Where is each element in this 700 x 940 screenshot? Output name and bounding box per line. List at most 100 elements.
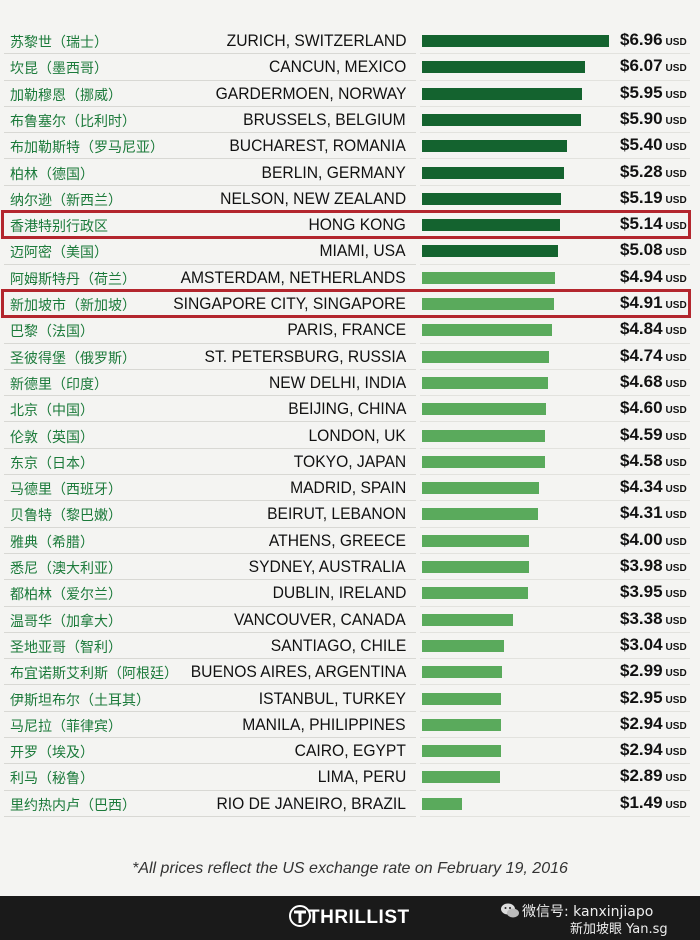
- wechat-icon: [501, 903, 519, 918]
- currency-suffix: USD: [665, 378, 687, 390]
- currency-suffix: USD: [665, 115, 687, 127]
- city-name-chinese: 新德里（印度）: [10, 376, 108, 393]
- city-name-chinese: 开罗（埃及）: [10, 745, 94, 762]
- city-name: HONG KONG: [308, 215, 406, 235]
- footer-bar: THRILLIST 微信号: kanxinjiapo 新加坡眼 Yan.sg: [0, 896, 700, 940]
- price-label: $5.90 USD: [620, 109, 687, 129]
- price-value: $4.00: [620, 529, 663, 549]
- brand-name: THRILLIST: [308, 907, 410, 928]
- row-divider: [420, 53, 690, 55]
- price-label: $2.99 USD: [620, 661, 687, 681]
- currency-suffix: USD: [665, 89, 687, 101]
- price-label: $4.60 USD: [620, 398, 687, 418]
- chart-row: 布加勒斯特（罗马尼亚） BUCHAREST, ROMANIA $5.40 USD: [0, 133, 700, 160]
- currency-suffix: USD: [665, 326, 687, 338]
- thrillist-t-logo-icon: [289, 905, 311, 927]
- city-name: VANCOUVER, CANADA: [234, 609, 406, 629]
- price-value: $5.14: [620, 214, 663, 234]
- price-label: $4.84 USD: [620, 319, 687, 339]
- chart-row: 阿姆斯特丹（荷兰） AMSTERDAM, NETHERLANDS $4.94 USD: [0, 265, 700, 291]
- chart-row: 马尼拉（菲律宾） MANILA, PHILIPPINES $2.94 USD: [0, 712, 700, 739]
- price-label: $4.00 USD: [620, 530, 687, 550]
- price-label: $5.14 USD: [620, 214, 687, 234]
- currency-suffix: USD: [665, 457, 687, 469]
- price-label: $4.68 USD: [620, 372, 687, 392]
- price-value: $3.95: [620, 582, 663, 602]
- row-divider: [420, 815, 690, 817]
- chart-row: 温哥华（加拿大） VANCOUVER, CANADA $3.38 USD: [0, 607, 700, 633]
- price-bar: [422, 508, 538, 521]
- city-name: BRUSSELS, BELGIUM: [243, 109, 406, 129]
- currency-suffix: USD: [665, 510, 687, 522]
- city-name-chinese: 迈阿密（美国）: [10, 245, 108, 262]
- price-label: $2.89 USD: [620, 766, 687, 786]
- price-bar: [422, 797, 463, 810]
- city-name: ZURICH, SWITZERLAND: [226, 31, 406, 50]
- price-bar: [422, 192, 562, 205]
- chart-row: 苏黎世（瑞士） ZURICH, SWITZERLAND $6.96 USD: [0, 28, 700, 55]
- city-name: BUCHAREST, ROMANIA: [229, 136, 406, 156]
- city-name-chinese: 温哥华（加拿大）: [10, 613, 122, 630]
- price-value: $6.96: [620, 30, 663, 49]
- price-value: $3.98: [620, 556, 663, 575]
- price-value: $4.34: [620, 477, 663, 497]
- currency-suffix: USD: [665, 668, 687, 680]
- city-name: LIMA, PERU: [317, 767, 406, 787]
- price-value: $4.58: [620, 450, 663, 470]
- city-name-chinese: 东京（日本）: [10, 455, 94, 472]
- row-divider: [420, 763, 690, 765]
- price-label: $5.19 USD: [620, 188, 687, 208]
- row-divider: [4, 552, 416, 554]
- currency-suffix: USD: [665, 589, 687, 601]
- price-bar-chart: 苏黎世（瑞士） ZURICH, SWITZERLAND $6.96 USD 坎昆（墨西哥…: [0, 28, 700, 828]
- city-name-chinese: 苏黎世（瑞士）: [10, 35, 108, 51]
- row-divider: [4, 789, 416, 791]
- city-name-chinese: 马尼拉（菲律宾）: [10, 718, 122, 735]
- price-bar: [422, 166, 564, 179]
- price-bar: [422, 534, 530, 547]
- chart-row: 都柏林（爱尔兰） DUBLIN, IRELAND $3.95 USD: [0, 580, 700, 607]
- price-bar: [422, 613, 513, 626]
- chart-row: 圣彼得堡（俄罗斯） ST. PETERSBURG, RUSSIA $4.74 USD: [0, 344, 700, 370]
- currency-suffix: USD: [665, 773, 687, 785]
- city-name: CAIRO, EGYPT: [294, 741, 406, 761]
- currency-suffix: USD: [665, 615, 687, 627]
- price-bar: [422, 692, 502, 705]
- chart-row: 里约热内卢（巴西） RIO DE JANEIRO, BRAZIL $1.49 USD: [0, 791, 700, 817]
- row-divider: [4, 579, 416, 581]
- city-name-chinese: 北京（中国）: [10, 403, 94, 420]
- city-name-chinese: 布宜诺斯艾利斯（阿根廷）: [10, 666, 178, 683]
- highlight-box: [1, 289, 691, 318]
- city-name: AMSTERDAM, NETHERLANDS: [180, 267, 406, 287]
- city-name-chinese: 圣彼得堡（俄罗斯）: [10, 350, 136, 367]
- city-name-chinese: 柏林（德国）: [10, 166, 94, 183]
- row-divider: [420, 552, 690, 554]
- row-divider: [420, 789, 690, 791]
- price-bar: [422, 455, 546, 468]
- currency-suffix: USD: [665, 247, 687, 259]
- currency-suffix: USD: [665, 37, 687, 48]
- wechat-account-name: 新加坡眼 Yan.sg: [570, 922, 668, 937]
- price-value: $4.74: [620, 345, 663, 365]
- city-name-chinese: 香港特别行政区: [10, 219, 108, 236]
- price-value: $3.38: [620, 608, 663, 628]
- chart-row: 开罗（埃及） CAIRO, EGYPT $2.94 USD: [0, 738, 700, 765]
- chart-row: 利马（秘鲁） LIMA, PERU $2.89 USD: [0, 764, 700, 791]
- city-name: BEIJING, CHINA: [287, 399, 406, 419]
- city-name: BERLIN, GERMANY: [261, 162, 406, 182]
- chart-row: 坎昆（墨西哥） CANCUN, MEXICO $6.07 USD: [0, 54, 700, 81]
- price-value: $4.91: [620, 293, 663, 312]
- currency-suffix: USD: [665, 747, 687, 759]
- chart-row: 东京（日本） TOKYO, JAPAN $4.58 USD: [0, 449, 700, 476]
- city-name-chinese: 阿姆斯特丹（荷兰）: [10, 271, 136, 288]
- row-divider: [420, 342, 690, 344]
- price-value: $4.68: [620, 371, 663, 391]
- price-bar: [422, 403, 546, 416]
- price-bar: [422, 298, 554, 310]
- row-divider: [4, 474, 416, 476]
- price-label: $3.95 USD: [620, 582, 687, 602]
- city-name: BUENOS AIRES, ARGENTINA: [190, 662, 406, 682]
- chart-row: 北京（中国） BEIJING, CHINA $4.60 USD: [0, 396, 700, 423]
- price-label: $5.08 USD: [620, 240, 687, 260]
- row-divider: [420, 263, 690, 265]
